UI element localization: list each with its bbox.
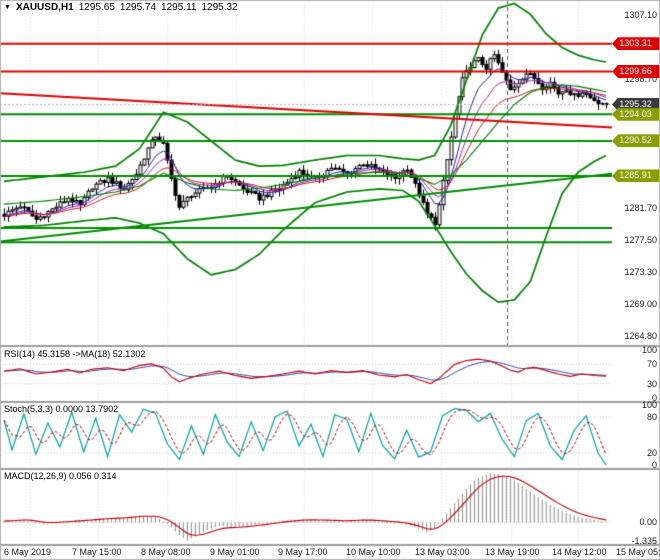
time-axis-label: 14 May 12:00: [552, 547, 607, 557]
time-axis-label: 8 May 08:00: [141, 547, 191, 557]
rsi-axis-label: 100: [641, 345, 657, 355]
price-line-badge[interactable]: 1295.32: [612, 97, 659, 111]
rsi-axis-label: 30: [646, 378, 657, 389]
macd-axis-label: 0.00: [639, 517, 657, 528]
price-tick-label: 1298.70: [624, 73, 657, 84]
price-tick-label: 1307.10: [624, 9, 657, 20]
symbol-label: XAUUSD,H1: [15, 2, 74, 13]
time-axis-label: 9 May 17:00: [278, 547, 328, 557]
ohlc-high: 1295.74: [119, 2, 157, 13]
symbol-dropdown-icon[interactable]: ▼: [4, 4, 11, 11]
time-axis-label: 13 May 03:00: [415, 547, 470, 557]
stoch-indicator-label: Stoch(5,3,3) 0.0000 13.7902: [4, 404, 119, 414]
stoch-axis-label: 20: [646, 448, 657, 458]
ohlc-low: 1295.11: [161, 2, 197, 13]
rsi-indicator-label: RSI(14) 45.3158 ->MA(18) 52.1302: [4, 349, 146, 359]
time-axis-label: 9 May 01:00: [210, 547, 260, 557]
stoch-axis-label: 80: [646, 412, 657, 422]
price-tick-label: 1273.30: [624, 266, 657, 277]
price-axis[interactable]: 1307.10 1298.70 1281.70 1277.50 1273.30 1269.…: [612, 0, 660, 545]
price-tick-label: 1281.70: [624, 202, 657, 213]
price-line-badge[interactable]: 1294.03: [612, 107, 659, 121]
price-tick-label: 1264.80: [624, 331, 657, 342]
time-axis-label: 15 May 05:00: [616, 547, 660, 557]
chart-header: ▼ XAUUSD,H1 1295.65 1295.74 1295.11 1295…: [4, 2, 238, 13]
rsi-axis-label: 0: [651, 393, 657, 403]
price-tick-label: 1277.50: [624, 234, 657, 245]
rsi-axis-label: 70: [646, 359, 657, 370]
ohlc-open: 1295.65: [78, 2, 115, 13]
time-axis-label: 13 May 19:00: [485, 547, 540, 557]
time-axis-label: 7 May 15:00: [72, 547, 122, 557]
stoch-axis-label: 100: [641, 400, 657, 410]
time-axis-label: 10 May 10:00: [346, 547, 401, 557]
ohlc-close: 1295.32: [201, 2, 238, 13]
price-line-badge[interactable]: 1299.66: [612, 64, 659, 78]
macd-axis-label: -1.335: [631, 536, 657, 547]
price-line-badge[interactable]: 1285.91: [612, 169, 659, 183]
price-line-badge[interactable]: 1290.52: [612, 134, 659, 148]
price-line-badge[interactable]: 1303.31: [612, 37, 659, 51]
time-axis[interactable]: 6 May 2019 7 May 15:00 8 May 08:00 9 May 01…: [0, 545, 660, 560]
time-axis-label: 6 May 2019: [4, 547, 52, 557]
stoch-axis-label: 0: [651, 460, 657, 470]
price-tick-label: 1269.00: [624, 299, 657, 310]
macd-indicator-label: MACD(12,26,9) 0.056 0.314: [4, 471, 117, 481]
